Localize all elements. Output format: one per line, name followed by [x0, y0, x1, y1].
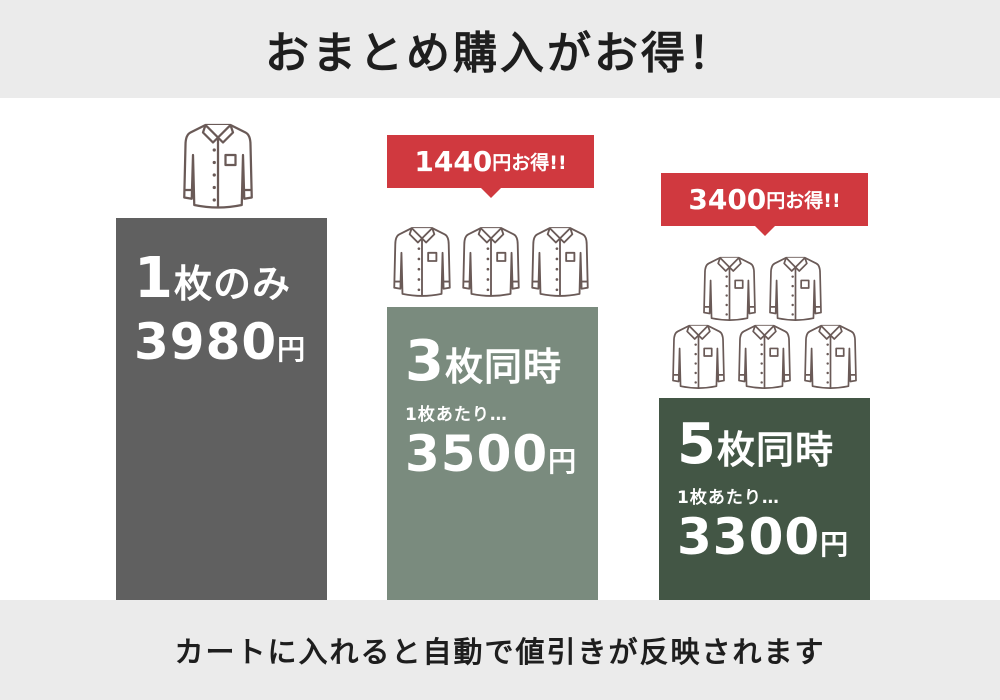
shirt-icon — [671, 322, 726, 390]
savings-label: 円お得!! — [766, 190, 841, 212]
price-unit: 円 — [277, 333, 306, 366]
plan-1-bar: 1枚のみ 3980円 — [116, 218, 327, 600]
price-unit: 円 — [820, 528, 849, 561]
savings-badge-3: 1440 円お得!! — [387, 135, 594, 198]
page-title: おまとめ購入がお得！ — [265, 28, 735, 79]
plan-quantity: 3枚同時 — [405, 329, 598, 394]
quantity-label: 枚同時 — [444, 345, 562, 389]
plan-quantity: 5枚同時 — [677, 412, 870, 477]
plan-price: 3980円 — [134, 313, 327, 371]
plan-3-bar: 3枚同時 1枚あたり… 3500円 — [387, 307, 598, 600]
plan-price: 3300円 — [677, 508, 870, 566]
footer-banner: カートに入れると自動で値引きが反映されます — [0, 600, 1000, 700]
quantity-number: 3 — [405, 329, 445, 394]
shirt-icon — [462, 224, 520, 298]
quantity-number: 5 — [677, 412, 717, 477]
shirt-icon — [702, 254, 757, 322]
price-number: 3300 — [677, 508, 821, 566]
savings-badge-5: 3400 円お得!! — [661, 173, 868, 236]
price-number: 3500 — [405, 425, 549, 483]
shirt-icon — [737, 322, 792, 390]
shirt-icon — [768, 254, 823, 322]
title-banner: おまとめ購入がお得！ — [0, 0, 1000, 98]
quantity-label: 枚同時 — [716, 428, 834, 472]
price-unit: 円 — [548, 445, 577, 478]
per-item-label: 1枚あたり… — [677, 488, 780, 508]
shirt-icon — [531, 224, 589, 298]
per-item-label: 1枚あたり… — [405, 405, 508, 425]
savings-label: 円お得!! — [492, 152, 567, 174]
shirt-icon — [803, 322, 858, 390]
plan-5-bar: 5枚同時 1枚あたり… 3300円 — [659, 398, 870, 600]
shirt-icon — [183, 120, 253, 210]
shirt-icon — [393, 224, 451, 298]
price-number: 3980 — [134, 313, 278, 371]
quantity-number: 1 — [134, 246, 174, 311]
plan-price: 3500円 — [405, 425, 598, 483]
quantity-label: 枚のみ — [173, 262, 291, 306]
savings-amount: 3400 — [688, 183, 767, 216]
footer-note: カートに入れると自動で値引きが反映されます — [174, 635, 826, 669]
plan-quantity: 1枚のみ — [134, 246, 327, 311]
savings-amount: 1440 — [414, 145, 493, 178]
